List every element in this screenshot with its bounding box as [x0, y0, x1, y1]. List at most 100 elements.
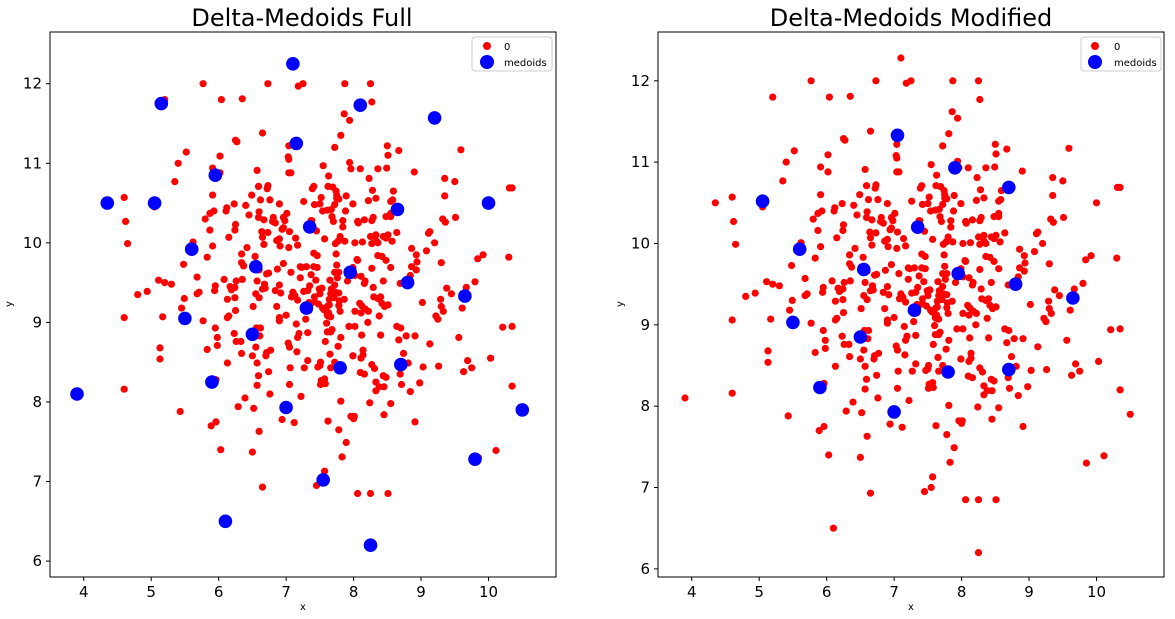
right-data-point — [825, 451, 833, 459]
left-data-point — [342, 192, 350, 200]
left-data-point — [297, 392, 305, 400]
right-data-point — [892, 152, 900, 160]
left-data-point — [330, 294, 338, 302]
right-data-point — [893, 228, 902, 236]
right-medoid-point — [890, 128, 905, 143]
right-data-point — [811, 348, 819, 357]
right-data-point — [1018, 167, 1026, 175]
right-data-point — [964, 164, 972, 172]
right-data-point — [957, 355, 965, 363]
left-data-point — [304, 287, 312, 295]
right-medoid-point — [1008, 277, 1023, 292]
left-data-point — [245, 211, 253, 219]
left-data-point — [209, 242, 217, 250]
right-data-point — [885, 291, 893, 299]
right-data-point — [819, 326, 827, 335]
left-data-point — [317, 193, 325, 202]
right-y-tick-label: 6 — [640, 560, 650, 578]
right-data-point — [925, 193, 933, 201]
left-medoid-point — [70, 387, 84, 401]
right-data-point — [897, 290, 905, 298]
left-data-point — [223, 295, 231, 303]
left-data-point — [248, 448, 256, 456]
right-data-point — [908, 197, 916, 205]
left-data-point — [335, 268, 343, 276]
left-data-point — [211, 282, 219, 290]
left-data-point — [327, 205, 335, 213]
right-data-point — [947, 217, 955, 225]
right-data-point — [992, 231, 1000, 239]
right-data-point — [962, 496, 970, 504]
right-y-tick-label: 11 — [631, 153, 650, 171]
right-data-point — [817, 191, 825, 199]
right-data-point — [860, 346, 868, 354]
left-data-point — [468, 364, 476, 372]
right-data-point — [883, 235, 892, 243]
right-data-point — [974, 496, 983, 504]
left-chart-title: Delta-Medoids Full — [191, 4, 412, 32]
left-data-point — [360, 216, 368, 224]
left-data-point — [378, 299, 386, 307]
left-data-point — [328, 326, 336, 334]
left-data-point — [368, 98, 376, 106]
right-data-point — [1016, 264, 1024, 272]
left-data-point — [255, 294, 263, 302]
left-data-point — [120, 385, 128, 393]
left-data-point — [387, 213, 395, 221]
right-x-tick-label: 6 — [822, 583, 832, 601]
left-y-tick-label: 11 — [23, 154, 42, 172]
right-points-group — [681, 54, 1134, 557]
left-data-point — [319, 304, 327, 312]
right-data-point — [957, 200, 965, 208]
left-data-point — [159, 313, 167, 321]
left-data-point — [437, 295, 445, 303]
right-data-point — [884, 243, 892, 251]
right-x-tick-label: 7 — [889, 583, 899, 601]
right-data-point — [906, 265, 914, 273]
left-data-point — [263, 270, 271, 278]
right-data-point — [988, 387, 996, 395]
left-data-point — [254, 182, 263, 190]
left-data-point — [284, 153, 292, 161]
left-data-point — [220, 275, 228, 283]
left-data-point — [254, 213, 263, 221]
left-data-point — [134, 291, 142, 299]
right-data-point — [819, 283, 827, 291]
right-data-point — [863, 296, 871, 304]
right-legend-label-medoids: medoids — [1114, 58, 1157, 69]
right-data-point — [1024, 383, 1032, 391]
right-medoid-point — [1002, 362, 1016, 377]
right-data-point — [1043, 366, 1051, 374]
left-data-point — [325, 172, 333, 180]
left-data-point — [238, 250, 246, 258]
left-data-point — [368, 264, 376, 272]
right-data-point — [924, 361, 933, 370]
right-data-point — [1026, 300, 1034, 309]
left-medoid-point — [147, 196, 162, 210]
right-data-point — [790, 147, 798, 155]
left-data-point — [399, 349, 408, 357]
left-data-point — [369, 283, 377, 291]
left-data-point — [458, 304, 466, 312]
left-x-tick-label: 7 — [281, 583, 291, 601]
right-data-point — [980, 391, 988, 399]
left-data-point — [366, 399, 374, 407]
right-data-point — [929, 340, 937, 348]
left-data-point — [317, 376, 325, 385]
left-data-point — [326, 276, 334, 284]
right-data-point — [871, 271, 879, 279]
left-data-point — [269, 213, 277, 221]
left-data-point — [308, 185, 316, 193]
right-data-point — [1051, 286, 1059, 294]
right-data-point — [934, 353, 942, 361]
left-data-point — [304, 329, 312, 337]
right-data-point — [976, 240, 984, 248]
left-data-point — [368, 240, 376, 248]
right-data-point — [912, 331, 920, 339]
right-data-point — [966, 334, 974, 342]
left-data-point — [300, 364, 308, 372]
right-data-point — [925, 380, 933, 388]
left-data-point — [256, 196, 265, 204]
right-data-point — [861, 385, 869, 393]
